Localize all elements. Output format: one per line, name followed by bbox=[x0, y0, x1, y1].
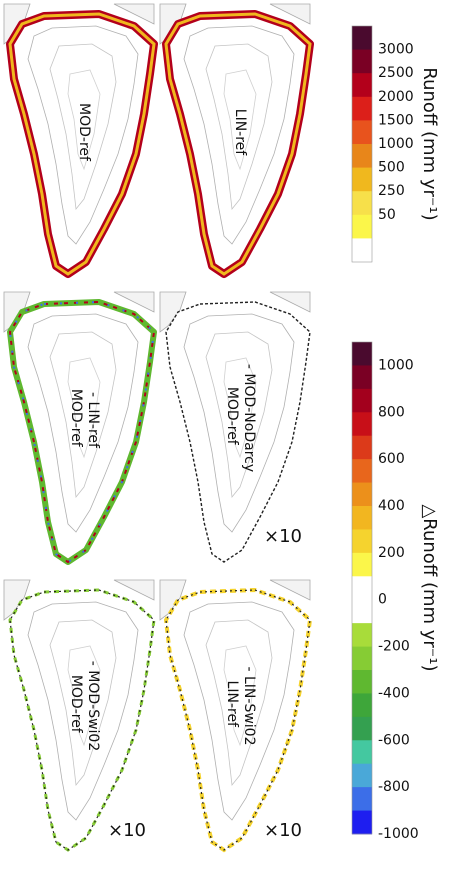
colorbar-tick-label: 200 bbox=[378, 545, 405, 561]
panel-label-mod-ref: MOD-ref bbox=[76, 103, 92, 162]
colorbar-swatch bbox=[352, 167, 372, 192]
colorbar-swatch bbox=[352, 435, 372, 460]
colorbar-tick-label: 500 bbox=[378, 160, 405, 176]
map-panel-lin-ref: LIN-ref bbox=[159, 3, 310, 274]
colorbar-swatch bbox=[352, 412, 372, 437]
colorbar-tick-label: -600 bbox=[378, 732, 410, 748]
colorbar-swatch bbox=[352, 763, 372, 788]
colorbar-swatch bbox=[352, 214, 372, 239]
map-panel-mod-minus-swi02: MOD-ref - MOD-Swi02 ×10 bbox=[3, 579, 156, 852]
colorbar-tick-label: -800 bbox=[378, 779, 410, 795]
panel-label-mod-minus-swi02: MOD-ref - MOD-Swi02 bbox=[68, 661, 101, 751]
map-panel-mod-minus-lin: MOD-ref - LIN-ref bbox=[3, 291, 154, 562]
colorbar-tick-label: 400 bbox=[378, 498, 405, 514]
colorbar-tick-label: -1000 bbox=[378, 826, 419, 842]
colorbar-swatch bbox=[352, 144, 372, 168]
colorbar-swatch bbox=[352, 365, 372, 390]
panel-label-line: LIN-ref bbox=[232, 109, 248, 157]
panel-label-line: - MOD-NoDarcy bbox=[241, 364, 257, 472]
colorbar-swatch bbox=[352, 26, 372, 50]
panel-label-mod-minus-nodarcy: MOD-ref - MOD-NoDarcy bbox=[224, 364, 257, 472]
colorbar-swatch bbox=[352, 342, 372, 366]
colorbar-title: Runoff (mm yr⁻¹) bbox=[419, 67, 440, 220]
colorbar-swatch bbox=[352, 120, 372, 145]
panel-label-line: MOD-ref bbox=[68, 389, 84, 448]
colorbar-swatch bbox=[352, 716, 372, 741]
multiplier-label: ×10 bbox=[108, 820, 146, 841]
colorbar-swatch bbox=[352, 506, 372, 530]
panel-label-line: MOD-ref bbox=[76, 103, 92, 162]
panel-label-line: LIN-ref bbox=[224, 681, 240, 729]
colorbar-delta-runoff: 1000 800 600 400 200 0 -200 -400 -600 -800 -1000 △R… bbox=[351, 341, 440, 842]
colorbar-swatch bbox=[352, 576, 372, 601]
colorbar-tick-label: 600 bbox=[378, 451, 405, 467]
colorbar-swatch bbox=[352, 482, 372, 507]
colorbar-frame bbox=[351, 25, 373, 263]
colorbar-tick-label: 50 bbox=[378, 207, 396, 223]
colorbar-tick-label: 1000 bbox=[378, 357, 414, 373]
map-panel-mod-minus-nodarcy: MOD-ref - MOD-NoDarcy ×10 bbox=[159, 291, 311, 563]
panel-label-lin-ref: LIN-ref bbox=[232, 109, 248, 157]
colorbar-title: △Runoff (mm yr⁻¹) bbox=[419, 504, 440, 671]
colorbar-frame bbox=[351, 341, 373, 835]
panel-label-mod-minus-lin: MOD-ref - LIN-ref bbox=[68, 389, 101, 451]
colorbar-tick-label: 250 bbox=[378, 183, 405, 199]
colorbar-swatch bbox=[352, 740, 372, 765]
colorbar-tick-label: 1500 bbox=[378, 112, 414, 128]
panel-label-line: MOD-ref bbox=[68, 675, 84, 734]
colorbar-swatch bbox=[352, 810, 372, 835]
colorbar-swatch bbox=[352, 787, 372, 811]
colorbar-swatch bbox=[352, 238, 372, 263]
colorbar-swatch bbox=[352, 96, 372, 121]
colorbar-swatch bbox=[352, 693, 372, 718]
colorbar-swatch bbox=[352, 599, 372, 624]
panel-label-line: - LIN-ref bbox=[85, 392, 101, 449]
colorbar-swatch bbox=[352, 623, 372, 647]
colorbar-tick-label: 2500 bbox=[378, 65, 414, 81]
panel-label-lin-minus-swi02: LIN-ref - LIN-Swi02 bbox=[224, 667, 257, 746]
multiplier-label: ×10 bbox=[264, 526, 302, 547]
colorbar-tick-label: 0 bbox=[378, 592, 387, 608]
colorbar-tick-label: 3000 bbox=[378, 42, 414, 58]
colorbar-swatch bbox=[352, 670, 372, 694]
multiplier-label: ×10 bbox=[264, 820, 302, 841]
colorbar-swatch bbox=[352, 529, 372, 554]
colorbar-tick-label: 2000 bbox=[378, 89, 414, 105]
colorbar-swatch bbox=[352, 49, 372, 74]
colorbar-tick-label: 1000 bbox=[378, 136, 414, 152]
panel-label-line: - LIN-Swi02 bbox=[241, 667, 257, 746]
colorbar-runoff: 3000 2500 2000 1500 1000 500 250 50 Runoff (mm y… bbox=[351, 25, 440, 263]
colorbar-tick-label: 800 bbox=[378, 404, 405, 420]
map-panel-mod-ref: MOD-ref bbox=[3, 3, 154, 274]
colorbar-swatch bbox=[352, 191, 372, 216]
map-panel-lin-minus-swi02: LIN-ref - LIN-Swi02 ×10 bbox=[159, 579, 312, 852]
colorbar-swatch bbox=[352, 73, 372, 98]
colorbar-swatch bbox=[352, 459, 372, 483]
colorbar-tick-label: -400 bbox=[378, 685, 410, 701]
colorbar-swatch bbox=[352, 552, 372, 577]
colorbar-swatch bbox=[352, 388, 372, 413]
panel-label-line: - MOD-Swi02 bbox=[85, 661, 101, 751]
colorbar-tick-label: -200 bbox=[378, 639, 410, 655]
panel-label-line: MOD-ref bbox=[224, 387, 240, 446]
colorbar-swatch bbox=[352, 646, 372, 671]
